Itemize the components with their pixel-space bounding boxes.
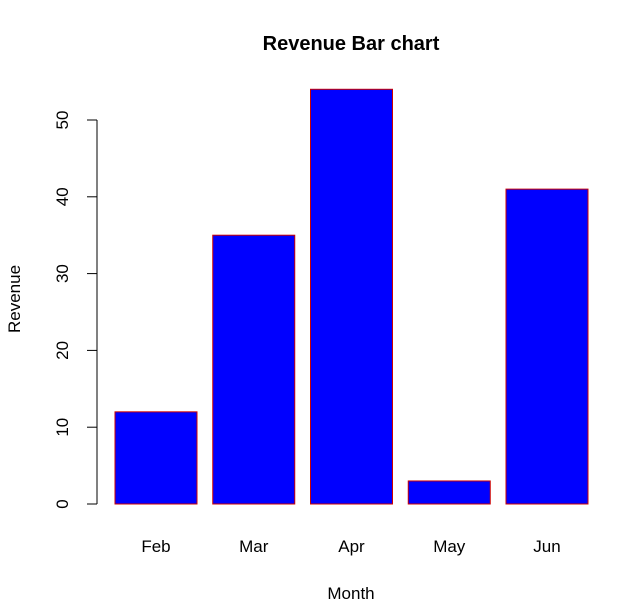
x-tick-label: Apr [338, 537, 365, 556]
y-axis-label: Revenue [5, 265, 24, 333]
x-tick-label: Jun [533, 537, 560, 556]
y-tick-label: 30 [53, 264, 72, 283]
x-tick-label: Mar [239, 537, 269, 556]
bar-feb [114, 411, 198, 505]
x-tick-label: Feb [141, 537, 170, 556]
bar-apr [310, 88, 393, 505]
y-tick-label: 50 [53, 111, 72, 130]
bars-group [114, 88, 589, 505]
y-tick-label: 10 [53, 418, 72, 437]
chart-title: Revenue Bar chart [263, 33, 440, 55]
y-tick-label: 20 [53, 341, 72, 360]
x-axis-tick-labels: Feb Mar Apr May Jun [141, 537, 560, 556]
x-tick-label: May [433, 537, 466, 556]
bar-mar [212, 234, 296, 505]
y-tick-label: 0 [53, 499, 72, 508]
y-axis: 0 10 20 30 40 50 [53, 111, 98, 509]
y-tick-label: 40 [53, 187, 72, 206]
bar-may [407, 480, 491, 505]
x-axis-label: Month [327, 584, 374, 603]
bar-jun [505, 188, 589, 505]
